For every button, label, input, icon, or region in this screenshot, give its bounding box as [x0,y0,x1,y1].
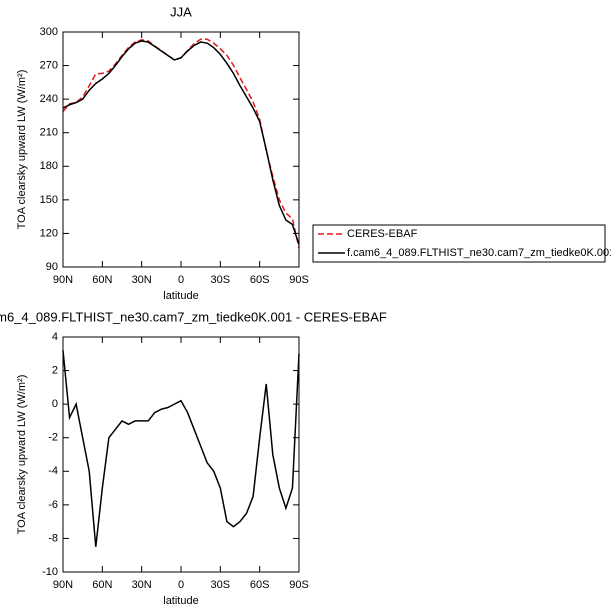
x-tick-label: 30S [211,274,231,286]
legend-label: CERES-EBAF [347,228,418,240]
y-tick-label: -10 [42,566,58,578]
y-tick-label: -2 [48,432,58,444]
series-line [62,40,300,245]
legend-box [312,224,606,263]
x-axis-label: latitude [163,595,198,607]
y-tick-label: 4 [52,331,58,343]
y-tick-label: 180 [40,160,58,172]
x-tick-label: 60S [250,579,270,591]
panel-title: JJA [170,4,192,19]
x-tick-label: 0 [178,579,184,591]
y-tick-label: -8 [48,532,58,544]
difference-line [62,350,300,547]
y-axis-label: TOA clearsky upward LW (W/m²) [16,375,28,535]
y-tick-label: 240 [40,93,58,105]
plot-frame [62,31,300,268]
y-tick-label: -4 [48,465,58,477]
y-tick-label: 0 [52,398,58,410]
x-tick-label: 30S [211,579,231,591]
x-axis-label: latitude [163,290,198,302]
y-tick-label: -6 [48,499,58,511]
y-axis-label: TOA clearsky upward LW (W/m²) [16,70,28,230]
x-tick-label: 90S [289,579,309,591]
x-tick-label: 90N [53,274,73,286]
legend-label: f.cam6_4_089.FLTHIST_ne30.cam7_zm_tiedke… [347,247,611,259]
x-tick-label: 90S [289,274,309,286]
x-tick-label: 60S [250,274,270,286]
x-tick-label: 30N [132,274,152,286]
y-tick-label: 90 [46,261,58,273]
x-tick-label: 60N [92,274,112,286]
y-tick-label: 270 [40,59,58,71]
y-tick-label: 300 [40,26,58,38]
x-tick-label: 0 [178,274,184,286]
x-tick-label: 90N [53,579,73,591]
panel-title: f.cam6_4_089.FLTHIST_ne30.cam7_zm_tiedke… [0,309,387,324]
x-tick-label: 30N [132,579,152,591]
y-tick-label: 120 [40,227,58,239]
y-tick-label: 150 [40,194,58,206]
y-tick-label: 2 [52,364,58,376]
x-tick-label: 60N [92,579,112,591]
plot-frame [62,336,300,573]
y-tick-label: 210 [40,127,58,139]
series-line [62,38,300,249]
